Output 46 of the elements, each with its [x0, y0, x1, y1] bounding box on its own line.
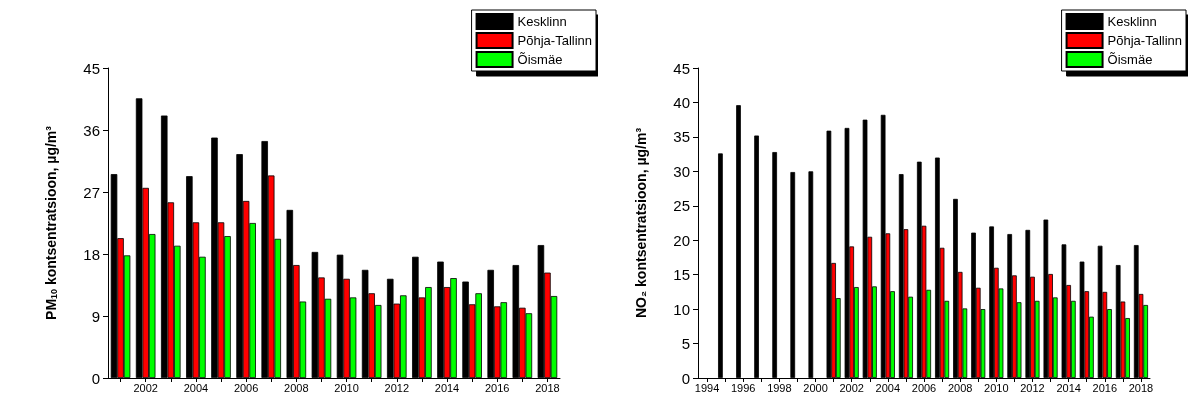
- x-tick-label: 2016: [484, 381, 510, 394]
- y-axis-title: PM10 kontsentratsioon, µg/m³: [42, 125, 59, 320]
- y-tick-label: 40: [673, 93, 690, 111]
- x-tick-label: 2014: [1056, 381, 1081, 394]
- y-tick-label: 45: [673, 59, 690, 77]
- x-tick-label: 2002: [133, 381, 158, 394]
- y-tick-label: 18: [83, 245, 100, 263]
- x-tick-label: 2014: [434, 381, 460, 394]
- x-tick-label: 2008: [947, 381, 973, 394]
- legend-label: Põhja-Tallinn: [1107, 33, 1182, 48]
- x-tick-label: 2004: [183, 381, 209, 394]
- y-tick-label: 30: [673, 162, 690, 180]
- x-tick-label: 2018: [535, 381, 560, 394]
- x-tick-label: 2002: [839, 381, 864, 394]
- y-tick-label: 15: [673, 266, 690, 284]
- legend-label: Põhja-Tallinn: [517, 33, 592, 48]
- x-tick-label: 2000: [803, 381, 828, 394]
- y-tick-label: 10: [673, 300, 690, 318]
- y-tick-label: 20: [673, 231, 690, 249]
- x-tick-label: 2012: [1020, 381, 1045, 394]
- y-tick-label: 36: [83, 121, 100, 139]
- x-tick-label: 2010: [984, 381, 1009, 394]
- x-tick-label: 2012: [384, 381, 410, 394]
- x-tick-label: 2006: [233, 381, 259, 394]
- y-tick-label: 35: [673, 128, 690, 146]
- x-tick-label: 2016: [1092, 381, 1118, 394]
- y-tick-label: 9: [91, 307, 100, 325]
- legend-label: Õismäe: [517, 52, 563, 67]
- legend-label: Kesklinn: [517, 14, 567, 29]
- x-tick-label: 1998: [767, 381, 792, 394]
- x-tick-label: 1994: [694, 381, 720, 394]
- y-tick-label: 25: [673, 197, 690, 215]
- y-tick-label: 0: [91, 369, 100, 387]
- legend-label: Kesklinn: [1107, 14, 1157, 29]
- y-tick-label: 5: [681, 335, 690, 353]
- y-tick-label: 27: [83, 183, 100, 201]
- legend-label: Õismäe: [1107, 52, 1153, 67]
- y-tick-label: 45: [83, 59, 100, 77]
- x-tick-label: 2010: [334, 381, 359, 394]
- x-tick-label: 2004: [875, 381, 901, 394]
- x-tick-label: 2006: [911, 381, 937, 394]
- x-tick-label: 2008: [284, 381, 309, 394]
- x-tick-label: 1996: [730, 381, 756, 394]
- y-tick-label: 0: [681, 369, 690, 387]
- x-tick-label: 2018: [1128, 381, 1154, 394]
- y-axis-title: NO₂ kontsentratsioon, µg/m³: [633, 127, 649, 319]
